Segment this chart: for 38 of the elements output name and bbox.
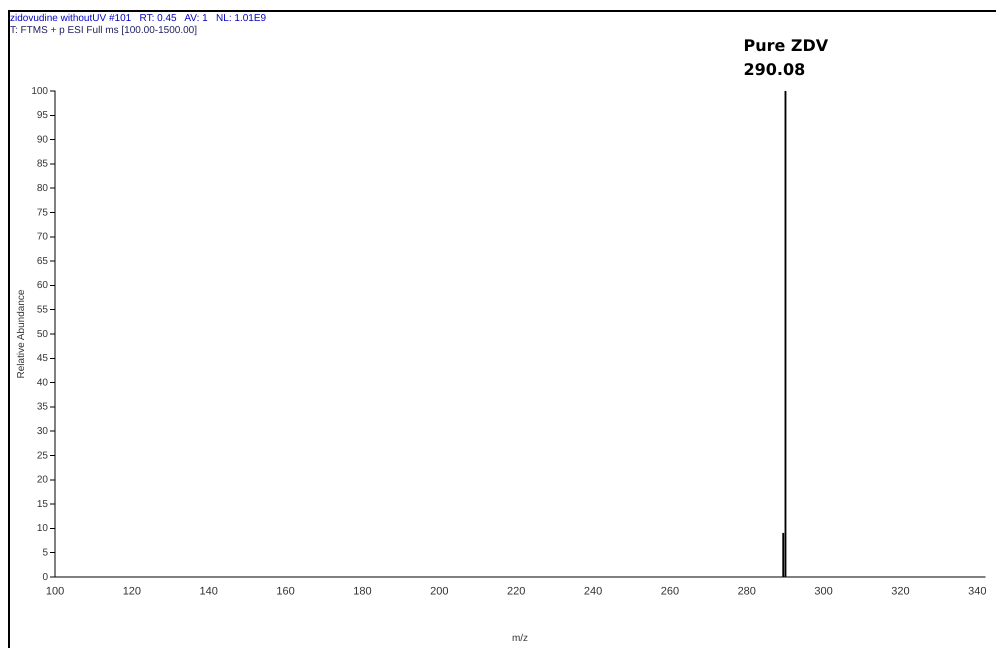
chart-subtitle: T: FTMS + p ESI Full ms [100.00-1500.00]	[10, 25, 198, 36]
x-tick-label: 280	[738, 586, 756, 598]
x-tick-label: 340	[968, 586, 986, 598]
y-axis-title: Relative Abundance	[16, 289, 27, 378]
y-tick-label: 65	[36, 256, 48, 267]
x-tick-label: 200	[430, 586, 448, 598]
x-tick-label: 120	[122, 586, 142, 598]
y-tick-label: 60	[36, 280, 48, 292]
x-tick-label: 220	[506, 586, 526, 598]
y-tick-label: 90	[36, 134, 48, 146]
y-tick-label: 30	[36, 426, 48, 437]
y-tick-label: 40	[36, 377, 48, 388]
x-tick-label: 180	[353, 586, 372, 598]
annotation: Pure ZDV 290.08	[743, 36, 829, 79]
y-tick-label: 10	[36, 523, 48, 534]
x-tick-label: 300	[814, 586, 833, 598]
y-tick-label: 5	[42, 547, 48, 558]
y-tick-label: 95	[36, 110, 48, 122]
x-tick-label: 160	[276, 586, 295, 598]
y-tick-label: 70	[36, 232, 48, 243]
y-tick-label: 50	[36, 328, 48, 340]
y-tick-label: 85	[36, 158, 48, 170]
x-tick-label: 140	[200, 586, 218, 598]
y-tick-label: 75	[36, 207, 48, 218]
x-axis-title: m/z	[512, 632, 528, 644]
x-tick-label: 320	[891, 586, 910, 598]
x-tick-label: 260	[660, 586, 680, 598]
chart-title: zidovudine withoutUV #101 RT: 0.45 AV: 1 NL: 1.01E9	[10, 13, 266, 24]
y-tick-label: 100	[31, 86, 48, 97]
y-tick-label: 20	[36, 474, 48, 486]
y-tick-label: 35	[36, 402, 48, 413]
y-tick-label: 25	[36, 450, 48, 462]
y-tick-label: 80	[36, 182, 48, 194]
y-tick-label: 45	[36, 353, 48, 364]
y-tick-label: 0	[42, 572, 48, 583]
x-tick-label: 240	[584, 586, 602, 598]
y-tick-label: 55	[36, 304, 48, 316]
y-tick-label: 15	[36, 498, 48, 510]
